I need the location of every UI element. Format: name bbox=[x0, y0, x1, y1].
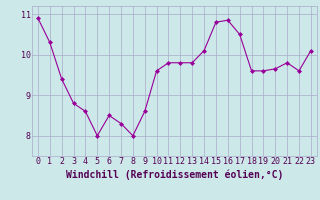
X-axis label: Windchill (Refroidissement éolien,°C): Windchill (Refroidissement éolien,°C) bbox=[66, 169, 283, 180]
